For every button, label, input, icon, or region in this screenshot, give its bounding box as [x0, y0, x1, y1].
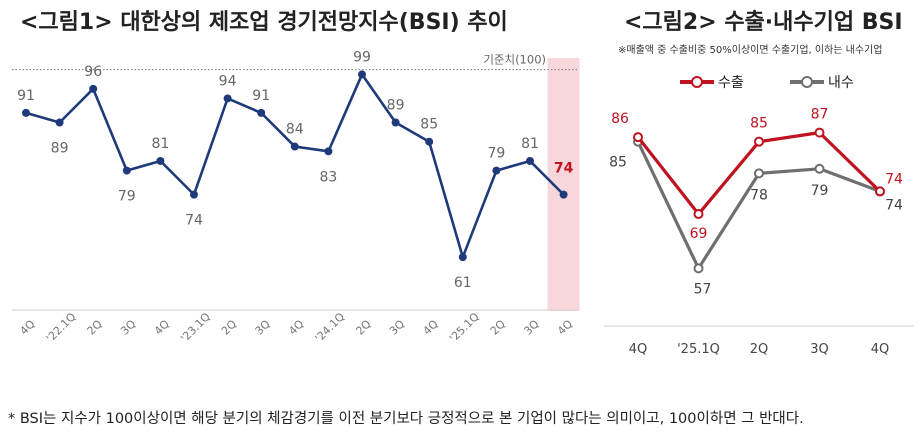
right-chart-title: <그림2> 수출·내수기업 BSI	[624, 10, 903, 35]
left-x-tick-label: 4Q	[286, 317, 307, 338]
legend-export-swatch	[680, 75, 714, 89]
left-data-label: 61	[454, 275, 472, 291]
left-x-tick-label: 4Q	[17, 317, 38, 338]
left-data-point	[89, 84, 98, 93]
right-export-point	[754, 136, 764, 147]
left-x-tick-label: '24.1Q	[313, 310, 348, 345]
left-data-point	[559, 190, 568, 199]
right-domestic-data-label: 85	[609, 155, 627, 171]
right-export-point	[814, 127, 825, 138]
right-domestic-data-label: 79	[811, 183, 829, 199]
reference-line-label: 기준치(100)	[483, 53, 546, 67]
left-x-tick-label: '22.1Q	[44, 310, 79, 345]
left-x-tick-label: 3Q	[253, 317, 274, 338]
right-domestic-point	[754, 168, 764, 179]
legend-domestic-label: 내수	[828, 75, 854, 91]
legend-domestic-swatch	[790, 75, 824, 89]
left-x-tick-label: 2Q	[219, 317, 240, 338]
left-data-point	[391, 118, 400, 127]
left-data-label: 79	[118, 189, 136, 205]
left-x-tick-label: 4Q	[555, 317, 576, 338]
left-data-label: 94	[219, 73, 237, 89]
right-domestic-data-label: 74	[885, 197, 903, 213]
left-data-point	[122, 166, 131, 175]
right-x-tick-label: 4Q	[871, 342, 890, 357]
right-export-data-label: 86	[611, 111, 629, 127]
right-x-tick-label: 3Q	[810, 342, 829, 357]
left-x-tick-label: 2Q	[353, 317, 374, 338]
left-data-point	[290, 142, 299, 151]
left-data-label: 91	[17, 88, 35, 104]
legend-export-label: 수출	[718, 75, 744, 91]
left-x-tick-label: 4Q	[152, 317, 173, 338]
left-data-point	[324, 147, 333, 156]
left-x-tick-label: 3Q	[521, 317, 542, 338]
right-export-data-label: 87	[811, 107, 829, 123]
left-series-line	[25, 73, 565, 259]
left-x-tick-label: '25.1Q	[447, 310, 482, 345]
left-data-point	[358, 70, 366, 79]
left-x-tick-label: '23.1Q	[178, 310, 213, 345]
right-x-tick-label: 2Q	[750, 342, 769, 357]
left-data-point	[492, 166, 501, 175]
left-data-label: 84	[286, 122, 304, 138]
left-data-point	[223, 94, 232, 103]
right-export-data-label: 74	[885, 171, 903, 187]
left-x-tick-label: 2Q	[85, 317, 106, 338]
left-data-label: 91	[252, 88, 270, 104]
left-data-point	[22, 108, 30, 117]
right-x-tick-label: '25.1Q	[677, 342, 720, 357]
left-data-label: 81	[151, 136, 169, 152]
left-x-tick-label: 3Q	[118, 317, 139, 338]
footnote: * BSI는 지수가 100이상이면 해당 분기의 체감경기를 이전 분기보다 …	[8, 411, 804, 427]
right-domestic-data-label: 78	[750, 187, 768, 203]
left-data-label: 85	[420, 117, 438, 133]
right-export-point	[875, 186, 885, 197]
left-data-point	[458, 253, 467, 262]
right-domestic-point	[814, 163, 825, 174]
left-x-tick-label: 4Q	[421, 317, 442, 338]
right-chart-note: ※매출액 중 수출비중 50%이상이면 수출기업, 이하는 내수기업	[618, 45, 883, 56]
left-data-point	[526, 156, 534, 165]
left-data-point	[425, 137, 434, 146]
left-chart-title: <그림1> 대한상의 제조업 경기전망지수(BSI) 추이	[20, 10, 508, 35]
left-x-tick-label: 2Q	[488, 317, 509, 338]
left-data-label: 79	[487, 146, 505, 162]
left-data-label: 74	[554, 161, 574, 177]
left-data-label: 99	[353, 49, 371, 65]
right-domestic-data-label: 57	[694, 281, 712, 297]
left-data-label: 89	[51, 141, 69, 157]
left-data-point	[156, 156, 165, 165]
left-data-label: 74	[185, 213, 203, 229]
left-data-point	[257, 108, 266, 117]
legend-domestic: 내수	[790, 72, 854, 92]
right-domestic-line	[636, 140, 881, 270]
right-x-tick-label: 4Q	[629, 342, 648, 357]
legend-export: 수출	[680, 72, 744, 92]
right-export-data-label: 85	[750, 116, 768, 132]
right-export-data-label: 69	[690, 226, 708, 242]
right-export-point	[693, 209, 704, 220]
left-data-point	[55, 118, 64, 127]
right-export-point	[633, 132, 643, 143]
left-x-tick-label: 3Q	[387, 317, 408, 338]
left-data-label: 96	[84, 64, 102, 80]
left-data-label: 83	[319, 169, 337, 185]
right-domestic-point	[693, 263, 704, 274]
charts-canvas: 기준치(100) 91 89 96 79 81 74 94 91 84 83 99 89 85 61 79 81…	[12, 49, 914, 357]
left-data-point	[190, 190, 198, 199]
left-data-label: 89	[387, 98, 405, 114]
left-data-label: 81	[521, 136, 539, 152]
